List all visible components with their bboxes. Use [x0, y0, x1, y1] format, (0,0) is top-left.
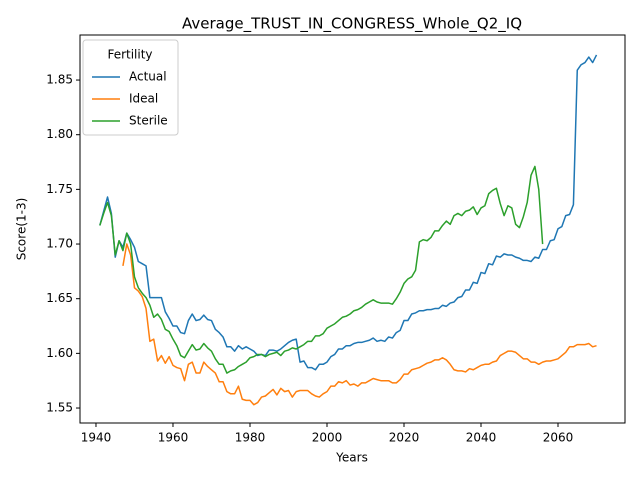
y-tick-label: 1.65: [46, 291, 73, 305]
x-tick-label: 2020: [389, 431, 420, 445]
legend-label: Actual: [129, 70, 167, 84]
y-tick-label: 1.60: [46, 346, 73, 360]
series-line: [99, 165, 544, 374]
y-tick-label: 1.80: [46, 127, 73, 141]
legend-title: Fertility: [107, 48, 152, 62]
x-tick-label: 1960: [158, 431, 189, 445]
x-axis-label: Years: [335, 451, 368, 465]
x-tick-label: 2000: [312, 431, 343, 445]
y-axis-label: Score(1-3): [15, 198, 29, 261]
y-tick-label: 1.55: [46, 401, 73, 415]
x-tick-label: 2060: [543, 431, 574, 445]
x-tick-label: 1980: [235, 431, 266, 445]
x-tick-label: 1940: [81, 431, 112, 445]
legend-label: Ideal: [129, 92, 158, 106]
y-tick-label: 1.70: [46, 237, 73, 251]
x-tick-label: 2040: [466, 431, 497, 445]
y-tick-label: 1.85: [46, 73, 73, 87]
series-line: [122, 243, 597, 406]
y-tick-label: 1.75: [46, 182, 73, 196]
series-line: [99, 54, 598, 371]
plot-frame: [79, 34, 626, 424]
chart-title: Average_TRUST_IN_CONGRESS_Whole_Q2_IQ: [182, 15, 522, 34]
legend-label: Sterile: [129, 114, 168, 128]
legend-box: [82, 39, 179, 136]
